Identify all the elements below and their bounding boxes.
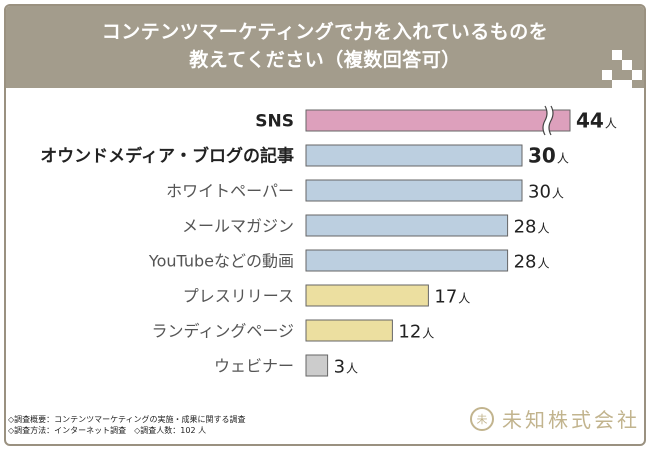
category-label: オウンドメディア・ブログの記事 xyxy=(40,146,294,167)
category-label: ランディングページ xyxy=(151,322,294,341)
category-label: メールマガジン xyxy=(182,217,294,236)
bar xyxy=(305,144,523,167)
survey-note-method: ◇調査方法：インターネット調査 ◇調査人数：102 人 xyxy=(8,426,207,435)
checker-decoration xyxy=(602,50,642,90)
value-label: 30人 xyxy=(528,182,564,203)
bar xyxy=(305,284,429,307)
logo-mark-icon: 未 xyxy=(470,406,494,431)
category-label: YouTubeなどの動画 xyxy=(148,252,294,271)
survey-notes: ◇調査概要：コンテンツマーケティングの実施・成果に関する調査 ◇調査方法：インタ… xyxy=(8,414,246,436)
value-label: 28人 xyxy=(514,217,550,238)
bar xyxy=(305,354,329,377)
value-label: 3人 xyxy=(334,357,358,378)
category-label: ウェビナー xyxy=(214,357,294,376)
chart-title-line1: コンテンツマーケティングで力を入れているものを xyxy=(101,21,549,43)
value-label: 44人 xyxy=(576,109,617,133)
category-label: プレスリリース xyxy=(183,287,294,306)
company-logo: 未 未知株式会社 xyxy=(470,404,640,433)
value-label: 28人 xyxy=(514,252,550,273)
survey-note-overview: ◇調査概要：コンテンツマーケティングの実施・成果に関する調査 xyxy=(8,415,246,424)
axis-break-mark xyxy=(548,105,554,136)
bar xyxy=(305,319,393,342)
chart-title-line2: 教えてください（複数回答可） xyxy=(189,49,461,71)
value-label: 12人 xyxy=(398,322,434,343)
axis-break-gap xyxy=(543,104,553,137)
value-label: 30人 xyxy=(528,144,569,168)
value-label: 17人 xyxy=(434,287,470,308)
bar xyxy=(305,249,509,272)
category-label: ホワイトペーパー xyxy=(166,182,294,201)
bar xyxy=(305,214,509,237)
header-banner: コンテンツマーケティングで力を入れているものを 教えてください（複数回答可） xyxy=(6,6,644,90)
bar xyxy=(305,109,571,132)
logo-text: 未知株式会社 xyxy=(502,408,640,432)
bar xyxy=(305,179,523,202)
category-label: SNS xyxy=(255,112,294,132)
axis-break-mark xyxy=(542,105,548,136)
